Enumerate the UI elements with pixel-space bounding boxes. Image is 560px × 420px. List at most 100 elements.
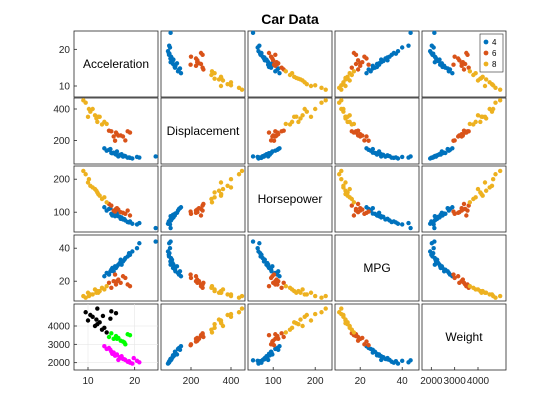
data-point	[104, 200, 109, 205]
data-point	[433, 257, 438, 262]
data-point	[122, 216, 127, 222]
x-tick-label: 10	[82, 376, 94, 387]
data-point	[445, 66, 450, 71]
data-point	[85, 180, 91, 185]
data-point	[188, 209, 193, 214]
data-point	[200, 282, 205, 287]
data-point	[167, 45, 173, 50]
data-point	[188, 62, 193, 67]
data-point	[439, 210, 445, 216]
data-point	[385, 153, 390, 159]
data-point	[219, 290, 224, 295]
data-point	[489, 183, 495, 188]
y-tick-label: 400	[53, 105, 70, 116]
data-point	[273, 282, 278, 287]
data-point	[358, 206, 363, 211]
data-point	[134, 222, 140, 227]
data-point	[362, 138, 367, 143]
panel-mpg-vs-mpg	[334, 234, 420, 302]
data-point	[201, 201, 206, 207]
panel-acceleration-vs-acceleration	[73, 30, 159, 98]
data-point	[228, 177, 234, 182]
data-point	[370, 347, 375, 353]
data-point	[212, 190, 217, 195]
data-point	[431, 250, 436, 256]
data-point	[479, 75, 484, 81]
data-point	[104, 283, 109, 289]
data-point	[337, 100, 342, 105]
data-point	[355, 67, 361, 72]
data-point	[257, 155, 263, 160]
data-point	[319, 310, 324, 315]
data-point	[283, 69, 288, 74]
data-point	[323, 87, 328, 92]
data-point	[276, 61, 281, 66]
legend-marker	[483, 61, 489, 67]
data-point	[104, 346, 109, 352]
data-point	[113, 310, 119, 316]
data-point	[276, 146, 281, 152]
data-point	[104, 208, 109, 213]
data-point	[323, 98, 328, 103]
data-point	[86, 293, 92, 299]
data-point	[209, 330, 215, 335]
data-point	[270, 56, 275, 61]
data-point	[125, 129, 130, 134]
data-point	[85, 114, 91, 120]
data-point	[168, 239, 173, 244]
data-point	[450, 205, 455, 210]
data-point	[313, 83, 318, 88]
data-point	[262, 55, 267, 60]
data-point	[304, 109, 309, 114]
data-point	[483, 188, 489, 193]
data-point	[459, 206, 464, 211]
data-point	[109, 331, 114, 336]
legend-label: 4	[492, 38, 497, 47]
y-tick-label: 40	[59, 244, 71, 255]
data-point	[200, 208, 205, 213]
data-point	[212, 70, 217, 76]
data-point	[353, 208, 359, 213]
data-point	[323, 306, 328, 311]
data-point	[497, 98, 503, 103]
panel-acceleration-vs-horsepower	[247, 30, 333, 98]
data-point	[193, 274, 199, 279]
data-point	[438, 213, 443, 219]
data-point	[339, 177, 344, 182]
x-tick-label: 400	[223, 376, 240, 387]
data-point	[455, 210, 461, 216]
data-point	[169, 257, 174, 262]
data-point	[257, 51, 263, 56]
data-point	[366, 343, 371, 348]
data-point	[167, 246, 173, 251]
data-point	[106, 128, 112, 133]
data-point	[171, 62, 177, 67]
data-point	[319, 295, 324, 300]
data-point	[168, 30, 173, 36]
data-point	[108, 146, 113, 152]
data-point	[225, 81, 230, 87]
data-point	[94, 317, 99, 322]
data-point	[167, 51, 172, 56]
data-point	[289, 325, 295, 331]
data-point	[432, 225, 437, 231]
data-point	[353, 52, 359, 58]
diagonal-label: Horsepower	[258, 192, 323, 206]
data-point	[298, 116, 303, 121]
data-point	[276, 66, 281, 71]
data-point	[174, 210, 180, 216]
data-point	[134, 358, 140, 364]
data-point	[112, 138, 118, 143]
data-point	[126, 220, 132, 225]
data-point	[452, 54, 457, 59]
data-point	[276, 347, 281, 353]
panel-mpg-vs-weight	[421, 234, 507, 302]
data-point	[239, 306, 245, 311]
data-point	[153, 239, 158, 244]
data-point	[266, 332, 272, 338]
data-point	[343, 114, 348, 119]
data-point	[127, 213, 133, 218]
scatter-matrix-panels: Acceleration Displacement Horsepower MPG Wei…	[48, 30, 507, 387]
data-point	[313, 293, 318, 299]
data-point	[86, 106, 92, 112]
